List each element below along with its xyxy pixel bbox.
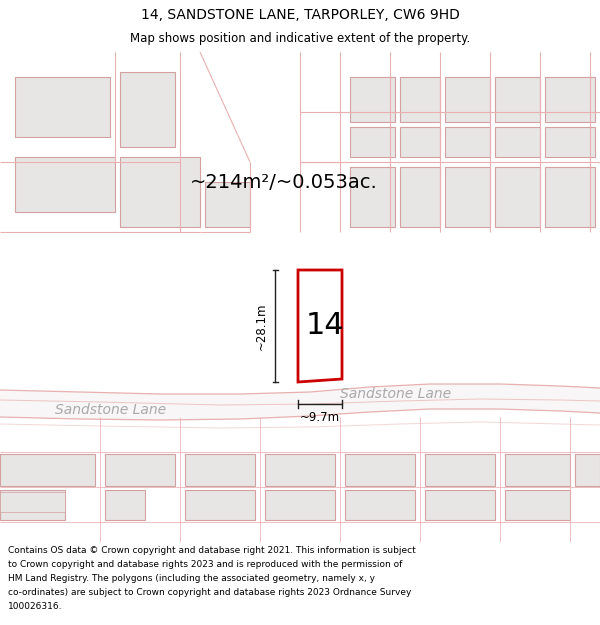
Text: 14, SANDSTONE LANE, TARPORLEY, CW6 9HD: 14, SANDSTONE LANE, TARPORLEY, CW6 9HD	[140, 8, 460, 22]
Polygon shape	[345, 454, 415, 486]
Text: ~214m²/~0.053ac.: ~214m²/~0.053ac.	[190, 173, 378, 191]
Polygon shape	[0, 490, 65, 520]
Polygon shape	[350, 127, 395, 157]
Polygon shape	[298, 270, 342, 382]
Polygon shape	[105, 454, 175, 486]
Polygon shape	[505, 454, 570, 486]
Text: Map shows position and indicative extent of the property.: Map shows position and indicative extent…	[130, 32, 470, 45]
Polygon shape	[400, 167, 440, 227]
Polygon shape	[445, 77, 490, 122]
Polygon shape	[495, 77, 540, 122]
Polygon shape	[350, 77, 395, 122]
Polygon shape	[265, 454, 335, 486]
Polygon shape	[185, 454, 255, 486]
Text: ~9.7m: ~9.7m	[300, 411, 340, 424]
Polygon shape	[575, 454, 600, 486]
Polygon shape	[0, 454, 95, 486]
Polygon shape	[265, 490, 335, 520]
Polygon shape	[15, 157, 115, 212]
Polygon shape	[15, 77, 110, 137]
Polygon shape	[205, 182, 250, 227]
Text: to Crown copyright and database rights 2023 and is reproduced with the permissio: to Crown copyright and database rights 2…	[8, 560, 403, 569]
Polygon shape	[545, 167, 595, 227]
Text: Contains OS data © Crown copyright and database right 2021. This information is : Contains OS data © Crown copyright and d…	[8, 546, 416, 555]
Text: 100026316.: 100026316.	[8, 602, 62, 611]
Polygon shape	[0, 384, 600, 420]
Polygon shape	[185, 490, 255, 520]
Text: Sandstone Lane: Sandstone Lane	[55, 403, 166, 417]
Polygon shape	[120, 72, 175, 147]
Text: Sandstone Lane: Sandstone Lane	[340, 387, 451, 401]
Polygon shape	[495, 167, 540, 227]
Polygon shape	[345, 490, 415, 520]
Polygon shape	[425, 490, 495, 520]
Polygon shape	[400, 77, 440, 122]
Polygon shape	[545, 77, 595, 122]
Polygon shape	[505, 490, 570, 520]
Text: ~28.1m: ~28.1m	[255, 302, 268, 350]
Polygon shape	[425, 454, 495, 486]
Polygon shape	[0, 492, 65, 512]
Polygon shape	[120, 157, 200, 227]
Polygon shape	[445, 167, 490, 227]
Text: co-ordinates) are subject to Crown copyright and database rights 2023 Ordnance S: co-ordinates) are subject to Crown copyr…	[8, 588, 412, 597]
Polygon shape	[495, 127, 540, 157]
Polygon shape	[445, 127, 490, 157]
Polygon shape	[400, 127, 440, 157]
Text: 14: 14	[305, 311, 344, 340]
Text: HM Land Registry. The polygons (including the associated geometry, namely x, y: HM Land Registry. The polygons (includin…	[8, 574, 375, 583]
Polygon shape	[545, 127, 595, 157]
Polygon shape	[105, 490, 145, 520]
Polygon shape	[350, 167, 395, 227]
